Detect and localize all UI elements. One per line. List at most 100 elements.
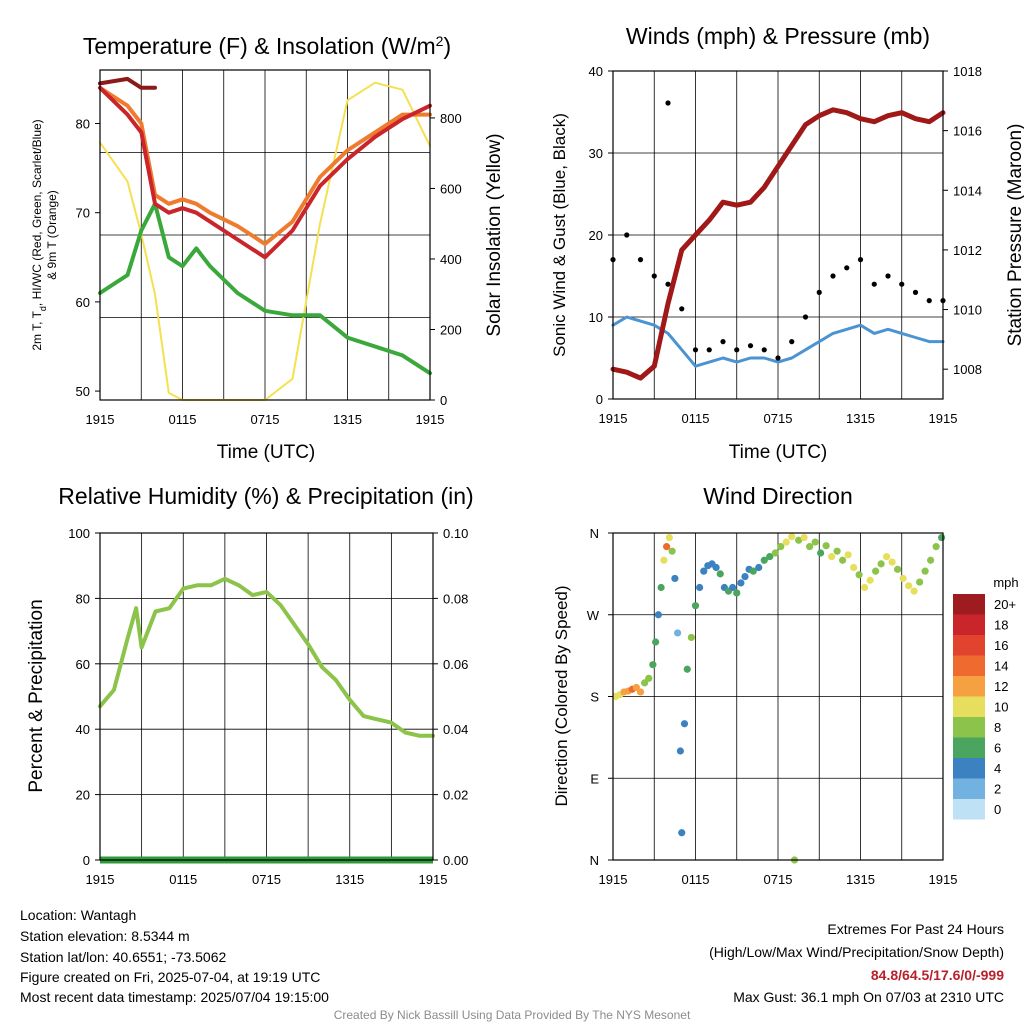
max-gust: Max Gust: 36.1 mph On 07/03 at 2310 UTC xyxy=(733,989,1004,1005)
direction-point xyxy=(657,583,665,592)
legend-label: 6 xyxy=(994,741,1001,756)
rh-title: Relative Humidity (%) & Precipitation (i… xyxy=(58,483,473,509)
direction-point xyxy=(788,533,796,541)
direction-point xyxy=(737,579,745,587)
legend-swatch xyxy=(953,737,985,758)
extremes-values: 84.8/64.5/17.6/0/-999 xyxy=(871,967,1004,983)
direction-point xyxy=(822,542,830,550)
wind-x-ticks: 1915 0115 0715 1315 1915 xyxy=(599,411,958,426)
direction-point xyxy=(938,533,946,542)
temp-2m-line xyxy=(98,85,432,260)
x-tick-label: 0115 xyxy=(169,412,197,427)
direction-point xyxy=(866,576,874,584)
temp-ylabel-left: 2m T, Td, HI/WC (Red, Green, Scarlet/Blu… xyxy=(30,119,48,350)
x-tick-label: 1915 xyxy=(86,412,115,427)
legend-swatch xyxy=(953,799,985,820)
direction-point xyxy=(665,533,673,542)
direction-point xyxy=(671,574,679,583)
x-tick-label: 1915 xyxy=(929,872,958,887)
info-latlon: Station lat/lon: 40.6551; -73.5062 xyxy=(20,949,226,965)
y-tick-label: 80 xyxy=(76,117,90,132)
direction-point xyxy=(760,556,768,564)
direction-point xyxy=(894,565,902,573)
direction-point xyxy=(678,829,686,837)
gust-point xyxy=(871,281,877,287)
info-recent: Most recent data timestamp: 2025/07/04 1… xyxy=(20,989,329,1005)
direction-point xyxy=(910,587,918,595)
direction-point xyxy=(850,563,858,572)
x-tick-label: 1915 xyxy=(86,872,115,887)
legend-title: mph xyxy=(993,575,1018,590)
y-tick-label-right: 1008 xyxy=(953,362,982,377)
y-tick-label: 100 xyxy=(68,526,90,541)
wind-lines xyxy=(610,100,946,381)
gust-point xyxy=(775,355,781,361)
y-tick-label-right: 200 xyxy=(440,322,462,337)
legend-swatch xyxy=(953,614,985,635)
direction-point xyxy=(905,582,913,590)
station-info: Location: Wantagh Station elevation: 8.5… xyxy=(20,907,329,1005)
heat-index-line xyxy=(98,76,157,90)
speed-legend: 20+ 18 16 14 12 10 8 6 4 2 0 xyxy=(953,594,1016,820)
wind-ylabel-left: Sonic Wind & Gust (Blue, Black) xyxy=(550,113,569,357)
direction-point xyxy=(782,538,790,546)
legend-label: 8 xyxy=(994,720,1001,735)
extremes-subtitle: (High/Low/Max Wind/Precipitation/Snow De… xyxy=(709,944,1004,960)
x-tick-label: 0715 xyxy=(252,872,281,887)
x-tick-label: 0715 xyxy=(251,412,280,427)
legend-swatch xyxy=(953,655,985,676)
direction-point xyxy=(674,629,682,637)
x-tick-label: 0715 xyxy=(764,411,793,426)
pressure-line xyxy=(610,107,946,381)
direction-point xyxy=(660,556,668,564)
gust-point xyxy=(844,265,850,271)
direction-point xyxy=(771,549,779,557)
x-tick-label: 1315 xyxy=(846,411,875,426)
gust-point xyxy=(802,314,809,320)
x-tick-label: 0115 xyxy=(682,411,710,426)
x-tick-label: 1315 xyxy=(846,872,875,887)
gust-point xyxy=(679,306,685,312)
temp-lines xyxy=(98,76,432,401)
x-tick-label: 1915 xyxy=(416,412,445,427)
legend-swatch xyxy=(953,594,985,615)
x-tick-label: 0115 xyxy=(169,872,197,887)
credit-line: Created By Nick Bassill Using Data Provi… xyxy=(334,1008,691,1022)
direction-point xyxy=(755,563,763,572)
dir-x-ticks: 1915 0115 0715 1315 1915 xyxy=(599,872,958,887)
rh-x-ticks: 1915 0115 0715 1315 1915 xyxy=(86,872,448,887)
legend-label: 10 xyxy=(994,700,1008,715)
direction-point xyxy=(691,602,700,610)
gust-point xyxy=(747,343,754,349)
direction-point xyxy=(800,533,808,542)
direction-point xyxy=(806,543,814,551)
y-tick-label: 60 xyxy=(76,657,90,672)
y-tick-label: 30 xyxy=(589,146,603,161)
wind-panel: Winds (mph) & Pressure (mb) 0 10 20 30 40 10… xyxy=(550,23,1024,463)
direction-point xyxy=(663,543,671,551)
y-tick-label: 10 xyxy=(589,310,603,325)
dir-ylabel-left: Direction (Colored By Speed) xyxy=(552,585,571,806)
gust-point xyxy=(761,347,767,353)
gust-point xyxy=(816,289,822,295)
info-location: Location: Wantagh xyxy=(20,907,136,923)
x-tick-label: 1915 xyxy=(929,411,958,426)
wind-right-ticks: 1008 1010 1012 1014 1016 1018 xyxy=(943,64,982,377)
direction-point xyxy=(932,543,940,551)
y-tick-label: 20 xyxy=(76,788,90,803)
y-tick-label-right: 0.08 xyxy=(443,591,468,606)
rh-frame xyxy=(99,532,434,861)
direction-point xyxy=(795,536,803,544)
y-tick-label-right: 800 xyxy=(440,111,462,126)
y-tick-label-right: 0.00 xyxy=(443,853,468,868)
direction-point xyxy=(654,611,662,619)
direction-point xyxy=(729,583,737,592)
legend-swatch xyxy=(953,758,985,779)
y-tick-label: 70 xyxy=(76,206,90,221)
extremes-title: Extremes For Past 24 Hours xyxy=(827,921,1004,937)
direction-point xyxy=(668,547,676,555)
temp-grid xyxy=(100,70,430,400)
wind-ylabel-right: Station Pressure (Maroon) xyxy=(1005,124,1024,347)
x-tick-label: 1315 xyxy=(335,872,364,887)
dir-grid xyxy=(613,533,943,860)
